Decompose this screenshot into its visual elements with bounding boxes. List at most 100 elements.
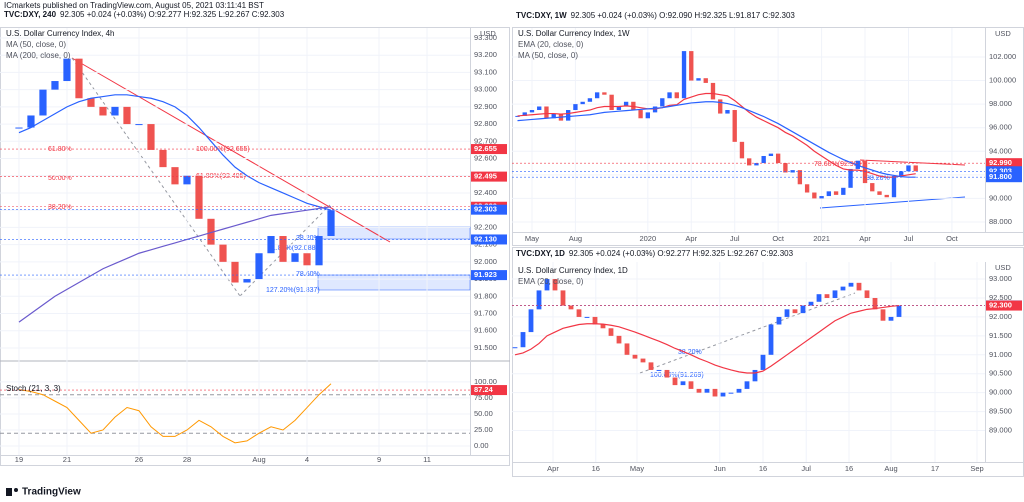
logo-mark <box>14 488 18 492</box>
candle <box>824 294 830 298</box>
candle <box>870 183 875 192</box>
trend-line <box>71 57 391 243</box>
y-tick-label: 93.000 <box>474 85 497 94</box>
candle <box>710 82 716 100</box>
candle <box>880 309 886 321</box>
pane-title: U.S. Dollar Currency Index, 1D <box>518 266 628 275</box>
candle <box>219 244 227 262</box>
fib-label: 38.20% <box>866 175 890 182</box>
candle <box>808 301 814 306</box>
pane-title: Stoch (21, 3, 3) <box>6 384 61 393</box>
candle <box>87 98 95 107</box>
x-tick-label: Oct <box>946 234 959 243</box>
candle <box>111 106 119 116</box>
y-tick-label: 92.700 <box>474 136 497 145</box>
x-tick-label: 16 <box>759 464 767 473</box>
currency-label: USD <box>480 29 496 38</box>
y-tick-label: 50.00 <box>474 409 493 418</box>
candle <box>752 369 758 382</box>
x-tick-label: 26 <box>135 455 143 464</box>
price-tag <box>471 204 507 215</box>
price-tag-label: 92.655 <box>474 144 497 153</box>
candle <box>159 149 167 168</box>
indicator-legend: MA (50, close, 0) <box>518 51 578 60</box>
candle <box>327 210 335 237</box>
candle <box>584 316 590 318</box>
candle <box>768 324 774 355</box>
y-tick-label: 90.500 <box>989 369 1012 378</box>
candle <box>602 92 607 95</box>
x-tick-label: Jul <box>904 234 914 243</box>
trend-line <box>859 159 966 166</box>
price-tag <box>471 385 507 396</box>
fib-label: 78.60% <box>296 271 320 278</box>
price-tag-label: 91.923 <box>474 270 497 279</box>
candle <box>792 309 798 314</box>
author-line: ICmarkets published on TradingView.com, … <box>4 1 264 10</box>
y-tick-label: 89.500 <box>989 407 1012 416</box>
y-tick-label: 92.800 <box>474 119 497 128</box>
candle <box>664 369 670 378</box>
fib-label: 127.20%(91.837) <box>266 287 320 294</box>
currency-label: USD <box>995 29 1011 38</box>
fib-label: 100.00%(91.269) <box>650 372 704 379</box>
candle <box>183 175 191 185</box>
candle <box>667 92 672 99</box>
y-tick-label: 89.000 <box>989 426 1012 435</box>
price-tag-label: 92.495 <box>474 172 497 181</box>
y-tick-label: 91.700 <box>474 308 497 317</box>
candle <box>536 290 542 310</box>
candle <box>515 115 520 117</box>
candle <box>512 347 518 349</box>
candle <box>609 94 614 111</box>
candle <box>566 110 571 121</box>
candle <box>840 286 846 291</box>
candle <box>754 163 759 166</box>
candle <box>608 328 614 336</box>
y-tick-label: 92.600 <box>474 154 497 163</box>
fib-label: 78.60%(92.999) <box>814 161 864 168</box>
candle <box>696 388 702 393</box>
candle <box>744 381 750 389</box>
x-tick-label: 4 <box>305 455 309 464</box>
x-tick-label: May <box>525 234 539 243</box>
candle <box>800 305 806 314</box>
price-tag <box>471 270 507 281</box>
candle <box>616 335 622 344</box>
price-tag <box>986 158 1022 169</box>
x-tick-label: 16 <box>592 464 600 473</box>
candle <box>632 354 638 359</box>
x-tick-label: Aug <box>569 234 582 243</box>
candle <box>896 305 902 317</box>
candle <box>315 236 323 266</box>
candle <box>913 165 918 172</box>
x-tick-label: 2021 <box>813 234 830 243</box>
symbol: TVC:DXY, 240 <box>4 10 57 19</box>
y-tick-label: 94.000 <box>989 146 1012 155</box>
candle <box>674 92 679 99</box>
candle <box>99 106 107 116</box>
moving-average <box>18 94 332 211</box>
candle <box>537 106 542 111</box>
candle <box>841 187 846 195</box>
fib-label: 38.20% <box>48 204 72 211</box>
candle <box>728 392 734 394</box>
x-tick-label: May <box>630 464 644 473</box>
candle <box>63 58 71 82</box>
candle <box>739 141 745 159</box>
price-tag <box>986 166 1022 177</box>
candle <box>848 282 854 287</box>
moving-average <box>18 206 332 323</box>
fib-label: 61.80% <box>48 146 72 153</box>
x-tick-label: 19 <box>15 455 23 464</box>
candle <box>718 99 723 114</box>
candle <box>616 106 622 111</box>
indicator-legend: MA (50, close, 0) <box>6 40 66 49</box>
price-tag-label: 92.300 <box>989 301 1012 310</box>
candle <box>147 124 155 150</box>
candle <box>645 112 650 119</box>
y-tick-label: 98.000 <box>989 99 1012 108</box>
y-tick-label: 91.800 <box>474 291 497 300</box>
indicator-legend: EMA (20, close, 0) <box>518 40 584 49</box>
